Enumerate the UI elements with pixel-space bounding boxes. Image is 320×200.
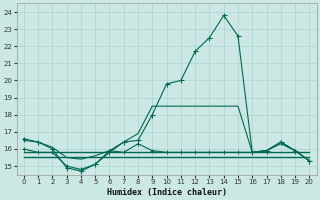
- X-axis label: Humidex (Indice chaleur): Humidex (Indice chaleur): [107, 188, 227, 197]
